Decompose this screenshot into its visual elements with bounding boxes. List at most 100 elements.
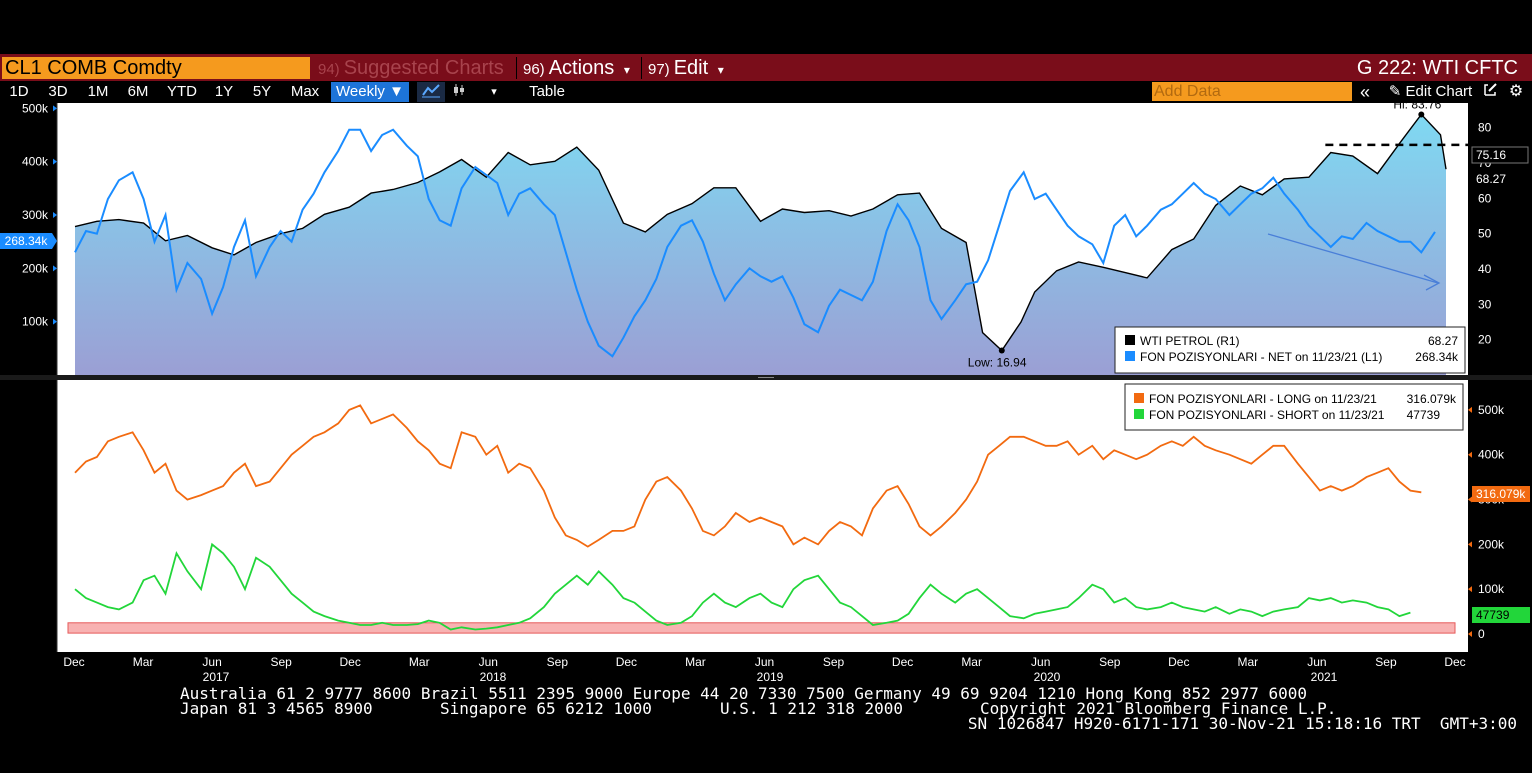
edit-chart-button[interactable]: ✎ Edit Chart: [1383, 82, 1478, 102]
x-tick-label: Sep: [547, 655, 569, 669]
left-tick-mark: [53, 105, 57, 112]
x-tick-label: Dec: [616, 655, 637, 669]
actions-menu[interactable]: 96) Actions ▾: [516, 57, 630, 79]
upper-band: [57, 103, 1468, 115]
wti-area-fill: [75, 114, 1446, 376]
add-data-input[interactable]: [1152, 82, 1352, 101]
right-tick-label: 30: [1478, 297, 1492, 311]
chart-type-dropdown[interactable]: ▾: [491, 86, 497, 98]
shaded-band: [67, 622, 1456, 634]
legend-net-value: 268.34k: [1415, 350, 1459, 364]
x-year-label: 2019: [757, 670, 784, 684]
edit-label: Edit: [673, 57, 709, 79]
right-tick-label: 80: [1478, 121, 1492, 135]
lower-tick-mark: [1468, 451, 1472, 458]
x-tick-label: Jun: [479, 655, 498, 669]
left-tick-label: 500k: [22, 103, 49, 115]
left-tick-label: 400k: [22, 155, 49, 169]
frequency-dropdown[interactable]: Weekly ▼: [331, 82, 409, 102]
x-tick-label: Dec: [1444, 655, 1465, 669]
line-chart-button[interactable]: [417, 82, 445, 102]
upper-right-axis: 80706050403020: [1478, 121, 1492, 347]
x-tick-label: Dec: [340, 655, 361, 669]
x-tick-label: Sep: [1099, 655, 1121, 669]
legend-long-name: FON POZISYONLARI - LONG on 11/23/21: [1149, 392, 1377, 406]
range-5y-button[interactable]: 5Y: [252, 83, 272, 100]
wti-last-tag: 68.27: [1472, 171, 1528, 187]
gear-icon[interactable]: ⚙: [1508, 83, 1524, 100]
x-year-label: 2017: [203, 670, 230, 684]
legend-short-value: 47739: [1407, 408, 1441, 422]
legend-wti-value: 68.27: [1428, 334, 1458, 348]
x-tick-label: Jun: [755, 655, 774, 669]
edit-chart-label: Edit Chart: [1405, 83, 1473, 100]
edit-number: 97): [648, 61, 670, 78]
suggested-charts-menu[interactable]: 94) Suggested Charts: [318, 57, 504, 79]
x-year-label: 2020: [1034, 670, 1061, 684]
lower-tick-mark: [1468, 586, 1472, 593]
right-tick-label: 20: [1478, 333, 1492, 347]
upper-band: [57, 175, 1468, 187]
table-button[interactable]: Table: [529, 83, 565, 100]
edit-menu[interactable]: 97) Edit ▾: [641, 57, 724, 79]
range-ytd-button[interactable]: YTD: [167, 83, 197, 100]
x-tick-label: Sep: [270, 655, 292, 669]
legend-wti-swatch: [1125, 335, 1135, 345]
edit-dropdown-icon: ▾: [717, 63, 724, 77]
range-max-button[interactable]: Max: [290, 83, 320, 100]
left-tick-mark: [53, 265, 57, 272]
x-tick-label: Mar: [685, 655, 706, 669]
range-1m-button[interactable]: 1M: [87, 83, 109, 100]
upper-left-axis: 500k 400k 300k 200k 100k: [22, 103, 58, 375]
net-last-tag: 268.34k: [0, 233, 57, 249]
low-marker: [998, 347, 1005, 354]
right-tick-label: 50: [1478, 227, 1492, 241]
x-axis: Dec Mar Jun Sep Dec Mar Jun Sep Dec Mar Jun Sep Dec M…: [63, 655, 1465, 684]
high-marker: [1418, 111, 1425, 118]
lower-tick-mark: [1468, 496, 1472, 503]
left-tick-label: 100k: [22, 315, 49, 329]
range-1d-button[interactable]: 1D: [9, 83, 29, 100]
left-tick-label: 300k: [22, 208, 49, 222]
security-ticker[interactable]: CL1 COMB Comdty: [2, 57, 310, 79]
upper-panel: Hi: 83.76 Low: 16.94 500k 400k 300k 200k 100…: [0, 103, 1529, 379]
footer-japan: Japan 81 3 4565 8900: [180, 699, 373, 718]
bar-chart-button[interactable]: [448, 82, 470, 102]
legend-short-swatch: [1134, 409, 1144, 419]
line-chart-icon: [422, 84, 440, 98]
range-6m-button[interactable]: 6M: [127, 83, 149, 100]
annotate-icon[interactable]: [1482, 82, 1500, 102]
lower-right-axis: 500k400k300k200k100k0: [56, 380, 1505, 652]
range-3d-button[interactable]: 3D: [48, 83, 68, 100]
upper-band: [57, 127, 1468, 139]
lower-tick-mark: [1468, 406, 1472, 413]
range-1y-button[interactable]: 1Y: [214, 83, 234, 100]
candlestick-icon: [454, 84, 464, 96]
lower-tick-mark: [1468, 541, 1472, 548]
chart-area[interactable]: Hi: 83.76 Low: 16.94 500k 400k 300k 200k 100…: [0, 103, 1532, 691]
x-tick-label: Sep: [823, 655, 845, 669]
x-tick-label: Mar: [961, 655, 982, 669]
left-tick-mark: [53, 212, 57, 218]
x-year-label: 2021: [1311, 670, 1338, 684]
high-label: Hi: 83.76: [1393, 103, 1441, 111]
legend-wti-name: WTI PETROL (R1): [1140, 334, 1240, 348]
right-tick-label: 40: [1478, 262, 1492, 276]
legend-long-value: 316.079k: [1407, 392, 1457, 406]
trend-arrow-line: [1267, 233, 1439, 284]
lower-tick-label: 100k: [1478, 582, 1505, 596]
legend-net-name: FON POZISYONLARI - NET on 11/23/21 (L1): [1140, 350, 1382, 364]
actions-dropdown-icon: ▾: [623, 63, 630, 77]
x-tick-label: Mar: [133, 655, 154, 669]
collapse-icon[interactable]: «: [1359, 82, 1370, 102]
svg-text:75.16: 75.16: [1476, 148, 1506, 162]
trend-arrow-head: [1423, 274, 1441, 291]
svg-text:316.079k: 316.079k: [1476, 487, 1526, 501]
footer-contacts-line1: Australia 61 2 9777 8600 Brazil 5511 239…: [180, 684, 1308, 703]
actions-label: Actions: [548, 57, 615, 79]
upper-band: [57, 151, 1468, 163]
lower-tick-label: 500k: [1478, 403, 1505, 417]
lower-legend: FON POZISYONLARI - LONG on 11/23/21 316.…: [1124, 383, 1464, 431]
svg-text:268.34k: 268.34k: [5, 234, 49, 248]
suggested-charts-number: 94): [318, 61, 340, 78]
